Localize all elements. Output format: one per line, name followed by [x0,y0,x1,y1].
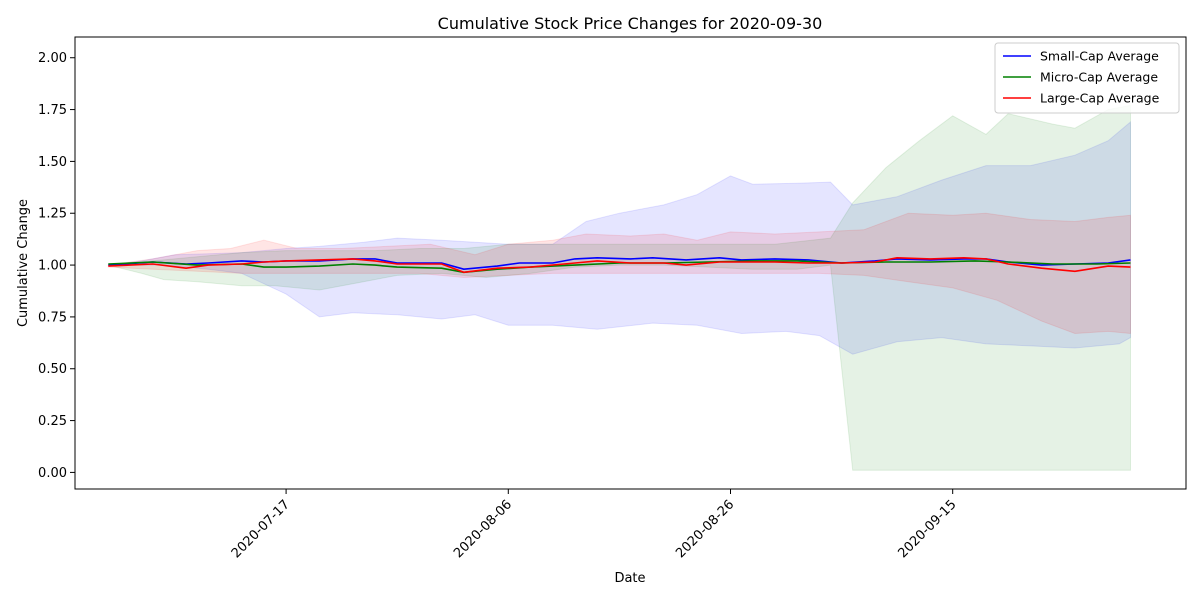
x-axis-label: Date [614,571,645,586]
y-axis: 0.00 0.25 0.50 0.75 1.00 1.25 1.50 1.75 2.00 [38,51,75,481]
y-tick-label: 0.25 [38,414,67,429]
x-tick-label: 2020-08-06 [451,497,515,561]
y-tick-label: 1.00 [38,259,67,274]
legend-box [994,42,1180,114]
x-axis: 2020-07-17 2020-08-06 2020-08-26 2020-09-15 [229,489,960,561]
y-tick-label: 2.00 [38,51,67,66]
x-tick-label: 2020-08-26 [673,497,737,561]
y-tick-label: 1.75 [38,103,67,118]
y-tick-label: 0.50 [38,362,67,377]
series-line-3 [108,256,1131,274]
series-line-2 [108,260,1131,274]
legend-label: Micro-Cap Average [1040,70,1158,85]
y-tick-label: 0.75 [38,310,67,325]
legend: Small-Cap Average Micro-Cap Average Large-… [994,42,1180,114]
x-tick-label: 2020-09-15 [895,497,959,561]
legend-label: Large-Cap Average [1040,91,1160,106]
band-1 [108,120,1131,355]
chart-title: Cumulative Stock Price Changes for 2020-… [438,14,823,33]
y-tick-label: 0.00 [38,466,67,481]
confidence-bands [107,104,1131,471]
band-2 [108,104,1131,471]
band-3 [107,212,1131,335]
series-lines [108,256,1131,274]
legend-label: Small-Cap Average [1040,49,1159,64]
y-axis-label: Cumulative Change [16,199,31,327]
plot-frame [74,36,1187,490]
y-tick-label: 1.50 [38,155,67,170]
y-tick-label: 1.25 [38,207,67,222]
x-tick-label: 2020-07-17 [229,497,293,561]
